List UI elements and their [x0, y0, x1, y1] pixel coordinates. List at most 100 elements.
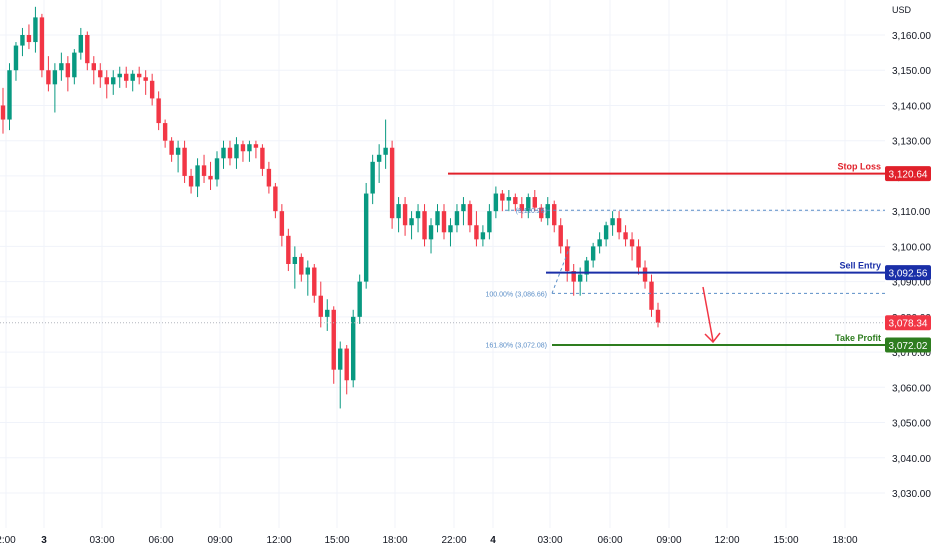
candle-body: [46, 70, 51, 85]
candle-body: [286, 235, 291, 264]
level-price-tag: [885, 265, 931, 281]
x-axis-tick-label: 18:00: [382, 535, 407, 546]
candle-body: [558, 225, 563, 247]
candle-body: [85, 35, 90, 64]
candle-body: [370, 161, 375, 194]
candle-body: [201, 165, 207, 176]
candle-body: [214, 158, 220, 180]
candle-body: [130, 73, 135, 81]
candle-body: [552, 204, 557, 226]
x-axis-tick-label: 06:00: [148, 535, 173, 546]
candle-body: [221, 147, 226, 159]
level-price-tag: [885, 337, 931, 353]
candle-body: [539, 207, 544, 219]
candle-body: [461, 204, 466, 212]
candle-body: [104, 77, 109, 85]
candle-body: [39, 17, 45, 71]
candle-body: [26, 35, 32, 43]
candle-body: [253, 144, 259, 148]
candle-body: [305, 267, 311, 275]
candle-body: [571, 271, 576, 282]
candle-body: [59, 63, 64, 71]
level-price-label: 3,092.56: [889, 269, 928, 280]
currency-label: USD: [892, 5, 912, 15]
y-axis-tick-label: 3,040.00: [892, 454, 931, 465]
candle-body: [603, 225, 609, 240]
y-axis-tick-label: 3,160.00: [892, 31, 931, 42]
candle-body: [545, 204, 550, 219]
candle-body: [7, 70, 12, 120]
candle-body: [208, 175, 213, 180]
candle-body: [474, 225, 479, 240]
candle-body: [519, 204, 525, 212]
candle-body: [396, 204, 401, 219]
forecast-arrow-shaft: [702, 286, 714, 342]
candle-body: [590, 246, 596, 261]
candle-body: [357, 281, 362, 317]
candle-body: [636, 246, 641, 268]
fib-label-161: 161.80% (3,072.08): [486, 343, 548, 350]
x-axis-tick-label: 3: [41, 535, 47, 546]
candle-body: [299, 256, 304, 275]
candle-body: [649, 281, 654, 310]
y-axis-tick-label: 3,130.00: [892, 137, 931, 148]
candle-body: [325, 309, 330, 317]
candle-body: [33, 17, 38, 43]
candle-body: [331, 309, 336, 370]
candle-body: [247, 144, 252, 152]
candle-body: [149, 80, 155, 99]
y-axis-tick-label: 3,100.00: [892, 242, 931, 253]
candle-body: [623, 232, 628, 240]
candle-body: [188, 175, 194, 187]
candle-body: [312, 267, 317, 296]
candle-body: [616, 218, 622, 233]
candle-body: [532, 197, 537, 208]
candle-body: [273, 186, 278, 212]
candle-body: [234, 144, 239, 159]
level-label: Stop Loss: [837, 162, 881, 172]
level-price-tag: [885, 166, 931, 182]
y-axis-tick-label: 3,140.00: [892, 101, 931, 112]
y-axis-tick-label: 3,150.00: [892, 66, 931, 77]
x-axis-tick-label: 2:00: [0, 535, 16, 546]
x-axis-tick-label: 12:00: [714, 535, 739, 546]
candle-body: [422, 211, 427, 240]
candle-body: [409, 218, 414, 226]
y-axis-tick-label: 3,110.00: [892, 207, 931, 218]
candle-body: [655, 309, 661, 323]
level-label: Sell Entry: [839, 261, 881, 271]
x-axis-tick-label: 12:00: [266, 535, 291, 546]
y-axis-tick-label: 3,050.00: [892, 419, 931, 430]
candle-body: [318, 295, 323, 317]
candle-body: [182, 147, 187, 176]
candle-body: [513, 197, 518, 205]
candle-body: [376, 154, 382, 162]
candle-body: [136, 73, 142, 78]
x-axis-tick-label: 03:00: [537, 535, 562, 546]
candle-body: [13, 45, 19, 71]
candle-body: [169, 140, 174, 155]
level-price-label: 3,120.64: [889, 170, 928, 181]
candle-body: [111, 77, 116, 85]
candle-body: [162, 123, 168, 141]
level-label: Take Profit: [835, 333, 881, 343]
candle-body: [227, 147, 233, 159]
candle-body: [428, 225, 434, 240]
candle-body: [435, 211, 440, 226]
fib-trend-line: [551, 246, 571, 294]
candle-body: [642, 267, 648, 282]
candle-body: [266, 168, 272, 187]
x-axis-tick-label: 22:00: [441, 535, 466, 546]
candle-body: [240, 144, 246, 152]
candle-body: [480, 232, 486, 240]
candle-body: [383, 147, 388, 155]
x-axis-tick-label: 09:00: [207, 535, 232, 546]
x-axis-tick-label: 03:00: [89, 535, 114, 546]
y-axis-tick-label: 3,070.00: [892, 348, 931, 359]
forecast-arrow-head: [704, 332, 721, 344]
candle-body: [487, 211, 492, 233]
candle-body: [577, 274, 583, 282]
candle-body: [20, 35, 25, 46]
